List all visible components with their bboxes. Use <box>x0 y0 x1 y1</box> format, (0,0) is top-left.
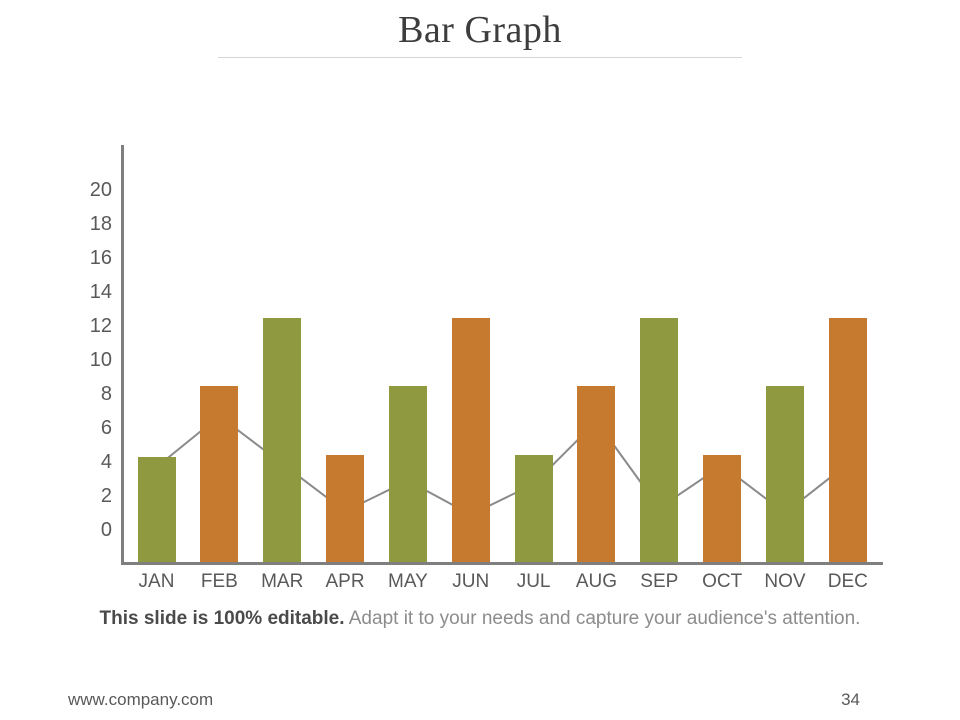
bar-dec <box>828 317 867 562</box>
y-axis-tick-8: 8 <box>100 383 112 405</box>
x-axis-label-feb: FEB <box>200 571 238 592</box>
bar-nov <box>766 385 804 562</box>
footer-url-link[interactable]: www.company.com <box>68 690 214 709</box>
x-axis-label-sep: SEP <box>640 571 679 592</box>
trend-line-path <box>155 414 849 516</box>
bar-mar <box>263 317 302 562</box>
y-axis-tick-2: 2 <box>100 485 112 507</box>
x-axis-label-aug: AUG <box>575 571 618 592</box>
bar-apr <box>326 455 365 562</box>
bar-feb <box>200 385 239 562</box>
x-axis-label-nov: NOV <box>764 571 806 592</box>
y-axis-tick-16: 16 <box>89 247 112 269</box>
x-axis-label-dec: DEC <box>827 571 868 592</box>
bar-jun <box>451 317 490 562</box>
y-axis-tick-6: 6 <box>100 417 112 439</box>
x-axis-line <box>121 562 883 565</box>
x-axis-label-jul: JUL <box>516 571 551 592</box>
x-axis-label-jan: JAN <box>138 571 175 592</box>
slide-caption: This slide is 100% editable. Adapt it to… <box>0 608 960 630</box>
y-axis-tick-12: 12 <box>89 315 112 337</box>
x-axis-label-apr: APR <box>325 571 365 592</box>
bar-may <box>388 385 427 562</box>
y-axis-tick-18: 18 <box>89 213 112 235</box>
caption-emphasis: This slide is 100% editable. <box>99 608 345 629</box>
title-underline <box>218 57 742 58</box>
bar-sep <box>640 317 679 562</box>
x-axis-label-jun: JUN <box>452 571 490 592</box>
x-axis-label-may: MAY <box>388 571 428 592</box>
x-axis-label-oct: OCT <box>702 571 743 592</box>
y-axis-tick-20: 20 <box>89 179 112 201</box>
page-number: 34 <box>841 690 860 709</box>
x-axis-label-mar: MAR <box>261 571 304 592</box>
y-axis-tick-4: 4 <box>100 451 112 473</box>
bar-oct <box>703 455 742 562</box>
bar-jan <box>137 456 176 562</box>
bar-jul <box>514 455 553 562</box>
bar-aug <box>577 385 616 562</box>
y-axis-line <box>121 145 124 565</box>
y-axis-tick-10: 10 <box>89 349 112 371</box>
y-axis-tick-14: 14 <box>89 281 112 303</box>
y-axis-tick-0: 0 <box>100 519 112 541</box>
page-title: Bar Graph <box>398 9 562 51</box>
caption-text: Adapt it to your needs and capture your … <box>344 608 861 629</box>
